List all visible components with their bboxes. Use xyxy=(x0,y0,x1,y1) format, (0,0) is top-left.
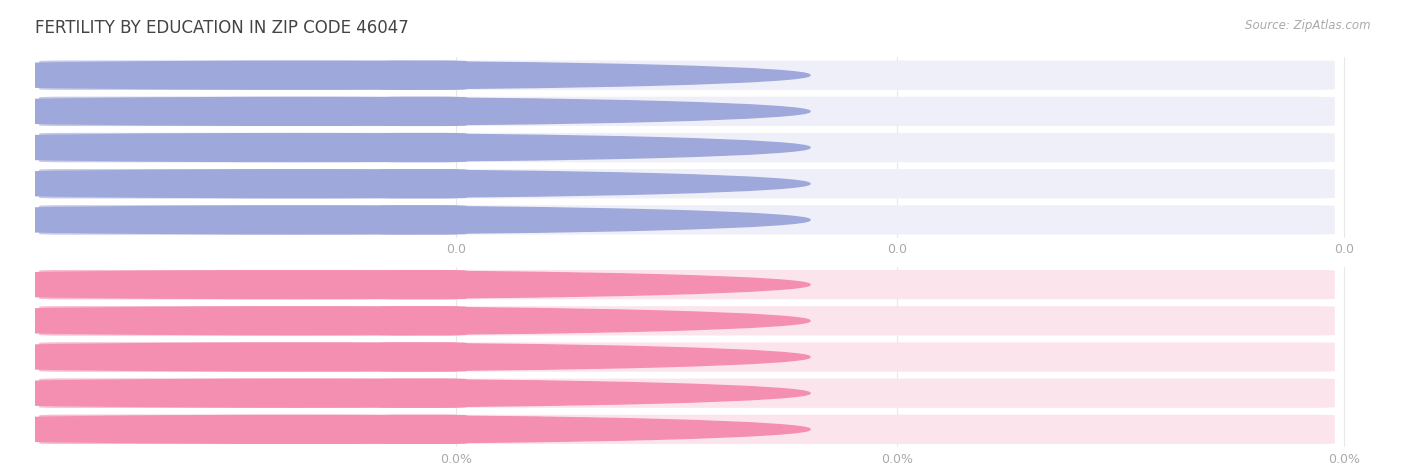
FancyBboxPatch shape xyxy=(380,342,467,372)
Text: 0.0: 0.0 xyxy=(413,213,433,227)
FancyBboxPatch shape xyxy=(39,306,460,336)
FancyBboxPatch shape xyxy=(39,60,1334,90)
FancyBboxPatch shape xyxy=(39,270,1334,299)
Text: Less than High School: Less than High School xyxy=(474,278,612,291)
Text: 0.0: 0.0 xyxy=(413,105,433,118)
FancyBboxPatch shape xyxy=(39,415,1334,444)
FancyBboxPatch shape xyxy=(39,270,460,299)
Circle shape xyxy=(0,206,810,234)
Circle shape xyxy=(0,307,810,335)
FancyBboxPatch shape xyxy=(39,378,1334,408)
Text: College or Associate's Degree: College or Associate's Degree xyxy=(474,141,661,154)
Text: Source: ZipAtlas.com: Source: ZipAtlas.com xyxy=(1246,19,1371,32)
FancyBboxPatch shape xyxy=(39,342,460,372)
Text: 0.0%: 0.0% xyxy=(406,423,440,436)
Text: 0.0: 0.0 xyxy=(413,141,433,154)
Text: High School Diploma: High School Diploma xyxy=(474,314,603,327)
Text: Graduate Degree: Graduate Degree xyxy=(474,213,582,227)
Circle shape xyxy=(0,134,810,161)
FancyBboxPatch shape xyxy=(380,97,467,126)
FancyBboxPatch shape xyxy=(380,133,467,162)
Text: 0.0: 0.0 xyxy=(413,177,433,190)
FancyBboxPatch shape xyxy=(39,205,1334,235)
Text: Graduate Degree: Graduate Degree xyxy=(474,423,582,436)
Text: FERTILITY BY EDUCATION IN ZIP CODE 46047: FERTILITY BY EDUCATION IN ZIP CODE 46047 xyxy=(35,19,409,37)
Text: 0.0%: 0.0% xyxy=(406,278,440,291)
Text: Bachelor's Degree: Bachelor's Degree xyxy=(474,387,588,400)
Circle shape xyxy=(0,98,810,125)
Text: 0.0%: 0.0% xyxy=(880,453,912,466)
Circle shape xyxy=(0,271,810,298)
FancyBboxPatch shape xyxy=(39,97,1334,126)
Text: 0.0: 0.0 xyxy=(887,243,907,257)
FancyBboxPatch shape xyxy=(39,306,1334,336)
FancyBboxPatch shape xyxy=(39,133,460,162)
Text: 0.0: 0.0 xyxy=(446,243,465,257)
FancyBboxPatch shape xyxy=(39,133,1334,162)
FancyBboxPatch shape xyxy=(39,169,1334,198)
FancyBboxPatch shape xyxy=(39,60,460,90)
Text: 0.0%: 0.0% xyxy=(406,314,440,327)
FancyBboxPatch shape xyxy=(39,378,460,408)
FancyBboxPatch shape xyxy=(39,342,1334,372)
Text: 0.0%: 0.0% xyxy=(1329,453,1360,466)
FancyBboxPatch shape xyxy=(380,205,467,235)
Circle shape xyxy=(0,343,810,371)
FancyBboxPatch shape xyxy=(39,169,460,198)
Text: 0.0: 0.0 xyxy=(1334,243,1354,257)
FancyBboxPatch shape xyxy=(380,306,467,336)
Text: 0.0: 0.0 xyxy=(413,69,433,82)
Circle shape xyxy=(0,61,810,89)
Circle shape xyxy=(0,170,810,198)
FancyBboxPatch shape xyxy=(39,415,460,444)
Text: 0.0%: 0.0% xyxy=(406,387,440,400)
FancyBboxPatch shape xyxy=(380,270,467,299)
Circle shape xyxy=(0,416,810,443)
FancyBboxPatch shape xyxy=(39,97,460,126)
Text: Bachelor's Degree: Bachelor's Degree xyxy=(474,177,588,190)
FancyBboxPatch shape xyxy=(380,415,467,444)
FancyBboxPatch shape xyxy=(39,205,460,235)
FancyBboxPatch shape xyxy=(380,169,467,198)
Text: Less than High School: Less than High School xyxy=(474,69,612,82)
Text: College or Associate's Degree: College or Associate's Degree xyxy=(474,350,661,364)
FancyBboxPatch shape xyxy=(380,60,467,90)
Text: 0.0%: 0.0% xyxy=(440,453,472,466)
Text: 0.0%: 0.0% xyxy=(406,350,440,364)
Circle shape xyxy=(0,379,810,407)
FancyBboxPatch shape xyxy=(380,378,467,408)
Text: High School Diploma: High School Diploma xyxy=(474,105,603,118)
